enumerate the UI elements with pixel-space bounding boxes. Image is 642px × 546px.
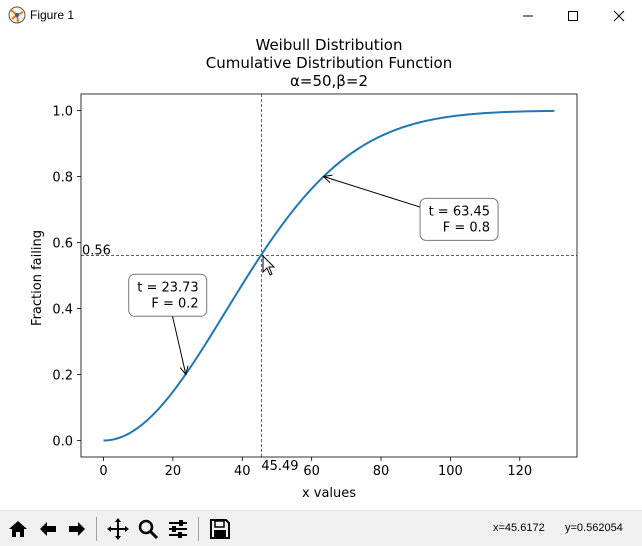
- x-tick-label: 80: [373, 464, 390, 479]
- y-tick-label: 0.6: [52, 237, 73, 252]
- save-icon: [210, 519, 230, 539]
- toolbar-separator: [198, 517, 199, 541]
- axes-frame: [80, 93, 578, 458]
- x-coordinate-readout: x=45.6172: [493, 522, 545, 534]
- close-icon: [613, 10, 625, 21]
- annotation-text: t = 63.45: [429, 204, 490, 219]
- crosshair-x-label: 45.49: [261, 459, 298, 474]
- minimize-button[interactable]: [505, 0, 551, 31]
- x-tick-label: 100: [438, 464, 463, 479]
- annotation: t = 63.45F = 0.8: [324, 177, 499, 241]
- x-axis-label: x values: [302, 486, 356, 501]
- home-button[interactable]: [4, 515, 32, 543]
- x-tick-label: 120: [507, 464, 532, 479]
- chart-title-line-2: Cumulative Distribution Function: [206, 54, 452, 72]
- annotation-box: [128, 273, 208, 317]
- annotation-text: t = 23.73: [137, 280, 198, 295]
- y-tick-label: 0.0: [52, 435, 73, 450]
- annotation-arrow: [172, 316, 186, 374]
- annotation: t = 23.73F = 0.2: [128, 273, 208, 374]
- home-icon: [9, 521, 27, 537]
- window-title: Figure 1: [30, 8, 75, 22]
- zoom-button[interactable]: [134, 515, 162, 543]
- figure-canvas[interactable]: Weibull Distribution Cumulative Distribu…: [0, 31, 642, 510]
- navigation-toolbar: x=45.6172 y=0.562054: [0, 510, 642, 546]
- minimize-icon: [523, 15, 533, 16]
- mouse-cursor-icon: [262, 254, 276, 276]
- configure-subplots-button[interactable]: [164, 515, 192, 543]
- window-titlebar: Figure 1: [0, 0, 642, 31]
- forward-arrow-icon: [69, 522, 85, 536]
- x-tick-label: 60: [303, 464, 320, 479]
- annotation-box: [419, 197, 499, 241]
- save-button[interactable]: [206, 515, 234, 543]
- back-arrow-icon: [40, 522, 56, 536]
- x-tick-label: 40: [234, 464, 251, 479]
- y-axis-label: Fraction failing: [30, 230, 45, 326]
- y-tick-label: 0.8: [52, 171, 73, 186]
- maximize-button[interactable]: [550, 0, 596, 31]
- x-tick-label: 0: [99, 464, 107, 479]
- pan-icon: [107, 518, 129, 540]
- back-button[interactable]: [34, 515, 62, 543]
- chart-title-line-1: Weibull Distribution: [256, 36, 403, 54]
- matplotlib-icon: [8, 6, 26, 24]
- pan-button[interactable]: [104, 515, 132, 543]
- x-tick-label: 20: [165, 464, 182, 479]
- cdf-series-line: [103, 109, 555, 442]
- y-tick-label: 0.4: [52, 303, 73, 318]
- y-tick-label: 1.0: [52, 105, 73, 120]
- forward-button[interactable]: [63, 515, 91, 543]
- configure-subplots-icon: [169, 520, 187, 538]
- crosshair-y-label: 0.56: [82, 244, 111, 259]
- zoom-icon: [138, 519, 159, 540]
- weibull-cdf-chart[interactable]: Weibull Distribution Cumulative Distribu…: [0, 31, 642, 510]
- annotation-arrow: [324, 177, 421, 208]
- chart-title-line-3: α=50,β=2: [290, 72, 368, 90]
- maximize-icon: [568, 10, 578, 21]
- y-tick-label: 0.2: [52, 369, 73, 384]
- close-button[interactable]: [596, 0, 642, 31]
- toolbar-separator: [96, 517, 97, 541]
- annotation-text: F = 0.8: [443, 220, 490, 235]
- y-coordinate-readout: y=0.562054: [565, 522, 623, 534]
- annotation-text: F = 0.2: [151, 296, 198, 311]
